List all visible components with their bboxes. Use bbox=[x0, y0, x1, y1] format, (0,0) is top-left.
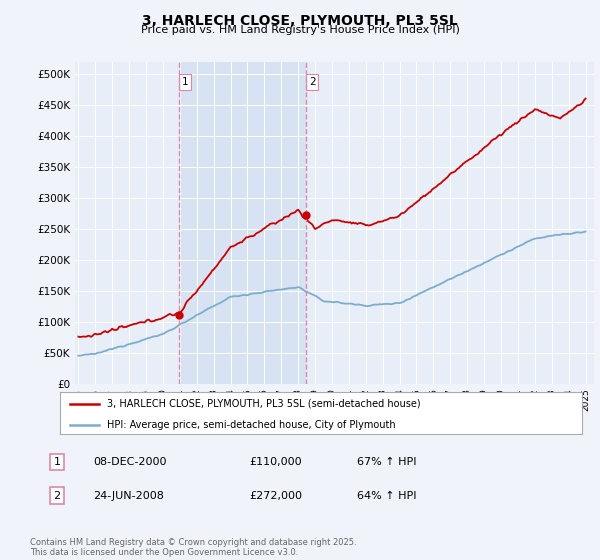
Text: 1: 1 bbox=[53, 457, 61, 467]
Text: Price paid vs. HM Land Registry's House Price Index (HPI): Price paid vs. HM Land Registry's House … bbox=[140, 25, 460, 35]
Text: 1: 1 bbox=[181, 77, 188, 87]
Text: 3, HARLECH CLOSE, PLYMOUTH, PL3 5SL (semi-detached house): 3, HARLECH CLOSE, PLYMOUTH, PL3 5SL (sem… bbox=[107, 399, 421, 409]
Bar bbox=[179, 62, 306, 384]
Text: 3, HARLECH CLOSE, PLYMOUTH, PL3 5SL: 3, HARLECH CLOSE, PLYMOUTH, PL3 5SL bbox=[142, 14, 458, 28]
Text: HPI: Average price, semi-detached house, City of Plymouth: HPI: Average price, semi-detached house,… bbox=[107, 420, 395, 430]
Text: 2: 2 bbox=[309, 77, 316, 87]
Text: £110,000: £110,000 bbox=[249, 457, 302, 467]
Text: Contains HM Land Registry data © Crown copyright and database right 2025.
This d: Contains HM Land Registry data © Crown c… bbox=[30, 538, 356, 557]
Text: 67% ↑ HPI: 67% ↑ HPI bbox=[357, 457, 416, 467]
Text: 64% ↑ HPI: 64% ↑ HPI bbox=[357, 491, 416, 501]
Point bbox=[301, 211, 311, 220]
Text: 24-JUN-2008: 24-JUN-2008 bbox=[93, 491, 164, 501]
Text: 2: 2 bbox=[53, 491, 61, 501]
Point bbox=[174, 311, 184, 320]
Text: £272,000: £272,000 bbox=[249, 491, 302, 501]
Text: 08-DEC-2000: 08-DEC-2000 bbox=[93, 457, 167, 467]
